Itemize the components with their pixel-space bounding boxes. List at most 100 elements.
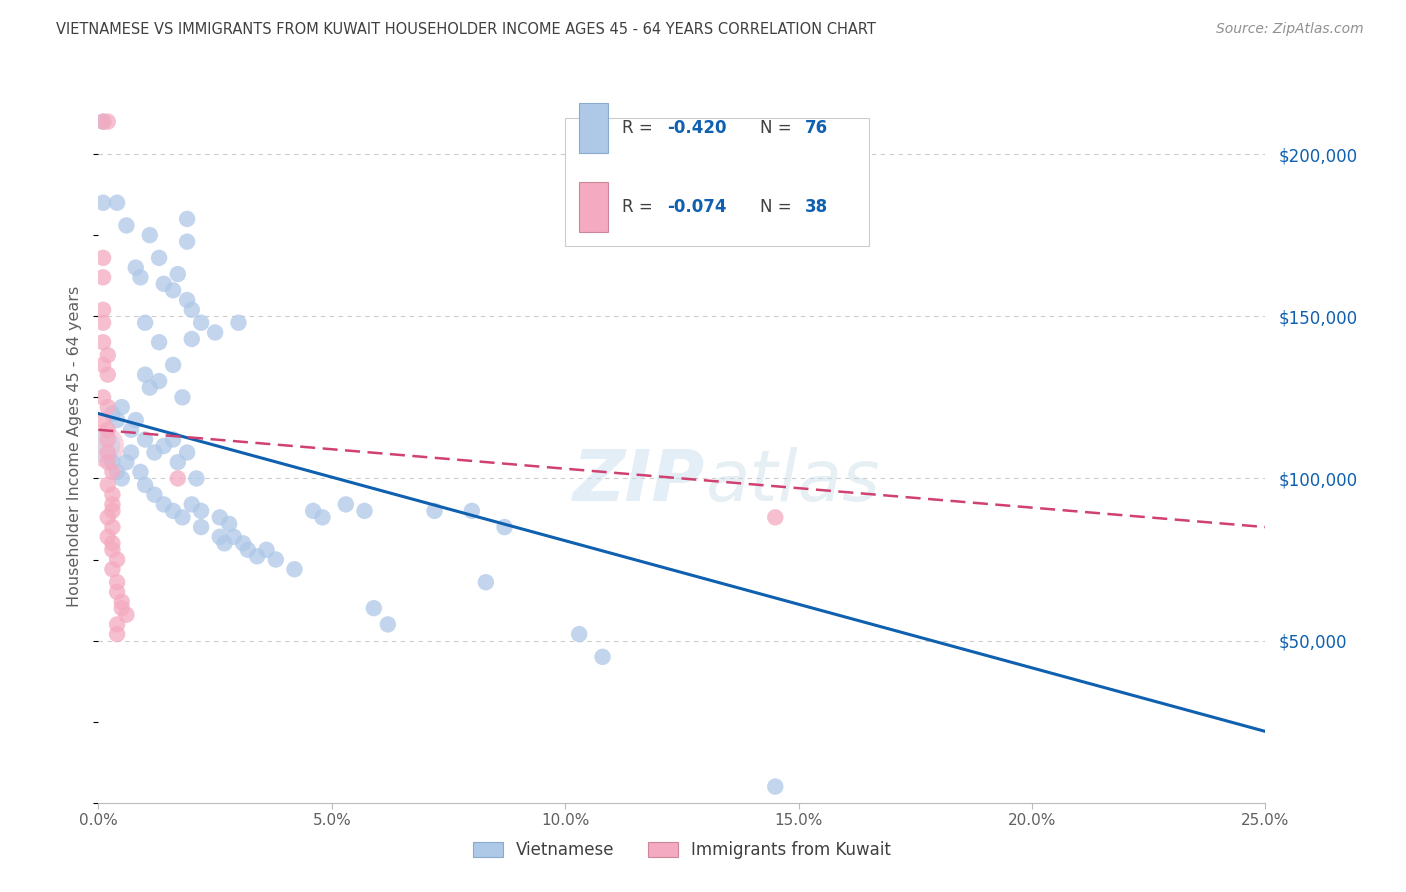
Y-axis label: Householder Income Ages 45 - 64 years: Householder Income Ages 45 - 64 years [67, 285, 83, 607]
Point [148, 251, 170, 265]
Point [162, 504, 184, 518]
Point [176, 211, 198, 226]
Point [129, 465, 152, 479]
Point [111, 471, 134, 485]
FancyBboxPatch shape [579, 103, 609, 153]
Point [101, 465, 124, 479]
Text: R =: R = [623, 198, 658, 216]
Point [568, 627, 591, 641]
Point [91, 251, 114, 265]
Point [101, 562, 124, 576]
Point [120, 423, 142, 437]
Point [176, 445, 198, 459]
Text: 76: 76 [804, 120, 828, 137]
Point [186, 471, 208, 485]
Point [105, 552, 128, 566]
Point [139, 381, 162, 395]
Point [152, 277, 174, 291]
Text: Source: ZipAtlas.com: Source: ZipAtlas.com [1216, 22, 1364, 37]
Point [101, 542, 124, 557]
Point [105, 465, 128, 479]
Point [139, 228, 162, 243]
Point [134, 368, 156, 382]
Point [115, 607, 138, 622]
Point [172, 390, 194, 404]
Point [125, 260, 148, 275]
Text: -0.074: -0.074 [666, 198, 727, 216]
Text: N =: N = [761, 120, 797, 137]
Text: VIETNAMESE VS IMMIGRANTS FROM KUWAIT HOUSEHOLDER INCOME AGES 45 - 64 YEARS CORRE: VIETNAMESE VS IMMIGRANTS FROM KUWAIT HOU… [56, 22, 876, 37]
Point [91, 358, 114, 372]
Point [91, 114, 114, 128]
Point [97, 423, 120, 437]
Point [190, 520, 212, 534]
Point [208, 510, 231, 524]
Point [208, 530, 231, 544]
Point [592, 649, 614, 664]
Point [101, 497, 124, 511]
Point [218, 516, 240, 531]
Text: ZIP: ZIP [574, 447, 706, 516]
Point [97, 455, 120, 469]
Point [125, 413, 148, 427]
Point [91, 302, 114, 317]
Point [97, 114, 120, 128]
Point [214, 536, 236, 550]
Point [246, 549, 269, 564]
Point [180, 497, 202, 511]
FancyBboxPatch shape [579, 182, 609, 232]
FancyBboxPatch shape [565, 118, 869, 246]
Point [111, 400, 134, 414]
Point [166, 267, 188, 281]
Point [97, 530, 120, 544]
Point [105, 617, 128, 632]
Point [162, 283, 184, 297]
Point [97, 478, 120, 492]
Point [311, 510, 333, 524]
Point [494, 520, 516, 534]
Point [232, 536, 254, 550]
Point [101, 536, 124, 550]
Point [134, 433, 156, 447]
Point [190, 316, 212, 330]
Point [236, 542, 259, 557]
Point [363, 601, 385, 615]
Point [111, 601, 134, 615]
Point [91, 413, 114, 427]
Point [204, 326, 226, 340]
Point [335, 497, 357, 511]
Point [105, 585, 128, 599]
Point [228, 316, 250, 330]
Point [129, 270, 152, 285]
Point [180, 302, 202, 317]
Point [91, 316, 114, 330]
Point [148, 374, 170, 388]
Point [101, 520, 124, 534]
Point [353, 504, 375, 518]
Point [264, 552, 287, 566]
Point [105, 195, 128, 210]
Point [120, 445, 142, 459]
Point [97, 445, 120, 459]
Point [111, 595, 134, 609]
Text: atlas: atlas [706, 447, 880, 516]
Text: N =: N = [761, 198, 797, 216]
Point [190, 504, 212, 518]
Point [302, 504, 325, 518]
Text: R =: R = [623, 120, 658, 137]
Point [115, 219, 138, 233]
Point [180, 332, 202, 346]
Point [176, 293, 198, 307]
Point [101, 488, 124, 502]
Point [475, 575, 498, 590]
Point [115, 455, 138, 469]
Point [91, 439, 114, 453]
Point [152, 439, 174, 453]
Point [101, 455, 124, 469]
Point [176, 235, 198, 249]
Point [377, 617, 399, 632]
Point [166, 471, 188, 485]
Point [148, 335, 170, 350]
Point [97, 368, 120, 382]
Point [172, 510, 194, 524]
